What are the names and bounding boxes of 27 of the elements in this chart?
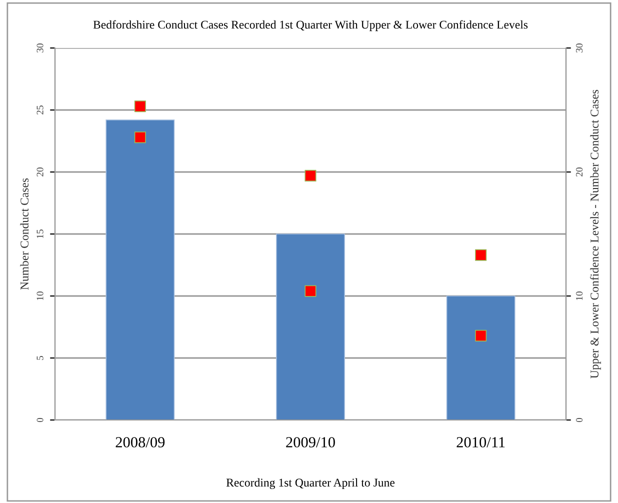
y-tick-label: 20	[36, 168, 44, 176]
y-tick-label: 0	[36, 418, 44, 422]
x-axis-title: Recording 1st Quarter April to June	[226, 478, 395, 490]
y-tick-label: 10	[36, 292, 44, 300]
x-tick-label: 2009/10	[286, 437, 335, 448]
y2-tick-label: 30	[576, 44, 583, 52]
point	[475, 330, 487, 342]
chart-title: Bedfordshire Conduct Cases Recorded 1st Quarter With Upper & Lower Confidence Levels	[93, 20, 528, 32]
x-tick-label: 2008/09	[116, 437, 165, 448]
point	[475, 249, 487, 261]
bar	[446, 296, 516, 420]
x-tick-label: 2010/11	[456, 437, 505, 448]
y2-tick-label: 10	[576, 292, 583, 300]
y2-axis-title: Upper & Lower Confidence Levels - Number Conduct Cases	[590, 90, 601, 378]
y2-tick-label: 20	[576, 168, 583, 176]
y-tick-label: 25	[36, 106, 44, 114]
point	[134, 100, 146, 112]
y-tick-label: 5	[36, 356, 44, 360]
y2-tick-label: 0	[576, 418, 583, 422]
bar	[106, 120, 175, 420]
y-tick-label: 15	[36, 230, 44, 238]
point	[304, 285, 316, 297]
point	[134, 131, 146, 144]
point	[304, 170, 316, 182]
bar	[276, 234, 345, 420]
y-axis-title: Number Conduct Cases	[20, 178, 29, 290]
y-tick-label: 30	[36, 44, 44, 52]
